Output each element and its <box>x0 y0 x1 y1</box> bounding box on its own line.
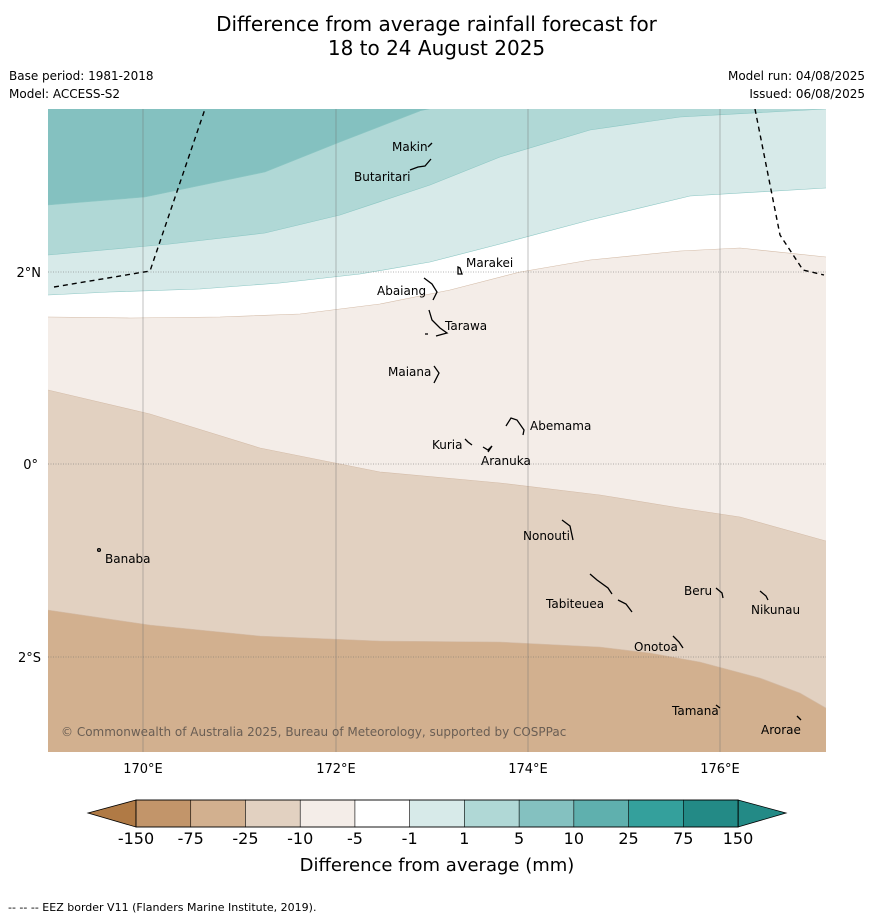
colorbar-title: Difference from average (mm) <box>300 855 575 876</box>
colorbar-tick-labels: -150 -75 -25 -10 -5 -1 1 5 10 25 75 150 <box>118 829 753 848</box>
place-labels: Makin Butaritari Marakei Abaiang Tarawa … <box>105 140 801 737</box>
base-period-text: Base period: 1981-2018 <box>9 69 154 83</box>
wet-contour-lines <box>48 109 826 296</box>
colorbar-swatch <box>409 799 465 828</box>
chart-title-line2: 18 to 24 August 2025 <box>327 36 546 60</box>
meridian-lines <box>142 109 721 752</box>
place-label-abaiang: Abaiang <box>377 284 426 298</box>
colorbar-swatch <box>682 799 739 828</box>
colorbar-tick-label: -25 <box>232 829 258 848</box>
issued-text: Issued: 06/08/2025 <box>749 87 865 101</box>
eez-border-lines <box>53 109 825 288</box>
place-label-butaritari: Butaritari <box>354 170 411 184</box>
place-label-tabiteuea: Tabiteuea <box>545 597 604 611</box>
colorbar-tick-label: -1 <box>402 829 418 848</box>
place-label-beru: Beru <box>684 584 712 598</box>
lat-label-2s: 2°S <box>18 651 41 666</box>
parallel-lines <box>48 271 826 658</box>
place-label-makin: Makin <box>392 140 428 154</box>
lat-label-2n: 2°N <box>17 266 42 281</box>
place-label-maiana: Maiana <box>388 365 431 379</box>
colorbar-frame <box>135 799 739 828</box>
colorbar-swatches <box>135 799 739 828</box>
colorbar-high-extend <box>737 799 788 828</box>
band-minus10-to-minus25 <box>48 610 826 752</box>
colorbar-swatch <box>135 799 192 828</box>
colorbar-tick-label: -75 <box>178 829 204 848</box>
place-label-aranuka: Aranuka <box>481 454 531 468</box>
lon-label-170e: 170°E <box>123 762 163 777</box>
colorbar-legend: -150 -75 -25 -10 -5 -1 1 5 10 25 75 150 Difference … <box>86 799 788 876</box>
place-label-nikunau: Nikunau <box>751 603 800 617</box>
colorbar-low-extend <box>86 799 137 828</box>
place-label-arorae: Arorae <box>761 723 801 737</box>
lon-label-176e: 176°E <box>700 762 740 777</box>
colorbar-tick-label: 150 <box>723 829 754 848</box>
copyright-text: © Commonwealth of Australia 2025, Bureau… <box>61 725 566 739</box>
colorbar-tick-label: 75 <box>673 829 693 848</box>
lon-label-174e: 174°E <box>508 762 548 777</box>
colorbar-swatch <box>245 799 301 828</box>
colorbar-tick-label: 5 <box>514 829 524 848</box>
axis-labels: 170°E 172°E 174°E 176°E 2°N 0° 2°S <box>17 266 740 777</box>
map-area: Makin Butaritari Marakei Abaiang Tarawa … <box>48 109 826 752</box>
colorbar-tick-label: 25 <box>618 829 638 848</box>
colorbar-tick-label: -10 <box>287 829 313 848</box>
colorbar-swatch <box>518 799 575 828</box>
place-label-tamana: Tamana <box>671 704 719 718</box>
eez-border-footnote: -- -- -- EEZ border V11 (Flanders Marine… <box>8 901 317 914</box>
place-label-nonouti: Nonouti <box>523 529 570 543</box>
colorbar-swatch <box>464 799 520 828</box>
colorbar-tick-label: -5 <box>347 829 363 848</box>
colorbar-tick-label: 1 <box>459 829 469 848</box>
place-label-banaba: Banaba <box>105 552 151 566</box>
colorbar-swatch <box>628 799 684 828</box>
island-outlines <box>96 142 802 721</box>
colorbar-swatch <box>354 799 411 828</box>
place-label-onotoa: Onotoa <box>634 640 678 654</box>
lat-label-0: 0° <box>23 458 38 473</box>
place-label-tarawa: Tarawa <box>444 319 487 333</box>
place-label-abemama: Abemama <box>530 419 591 433</box>
colorbar-swatch <box>190 799 247 828</box>
place-label-marakei: Marakei <box>466 256 513 270</box>
colorbar-tick-label: 10 <box>564 829 584 848</box>
place-label-kuria: Kuria <box>432 438 463 452</box>
colorbar-swatch <box>573 799 630 828</box>
chart-title-line1: Difference from average rainfall forecas… <box>216 12 657 36</box>
model-text: Model: ACCESS-S2 <box>9 87 121 101</box>
model-run-text: Model run: 04/08/2025 <box>727 69 865 83</box>
lon-label-172e: 172°E <box>316 762 356 777</box>
colorbar-tick-label: -150 <box>118 829 154 848</box>
colorbar-swatch <box>299 799 356 828</box>
